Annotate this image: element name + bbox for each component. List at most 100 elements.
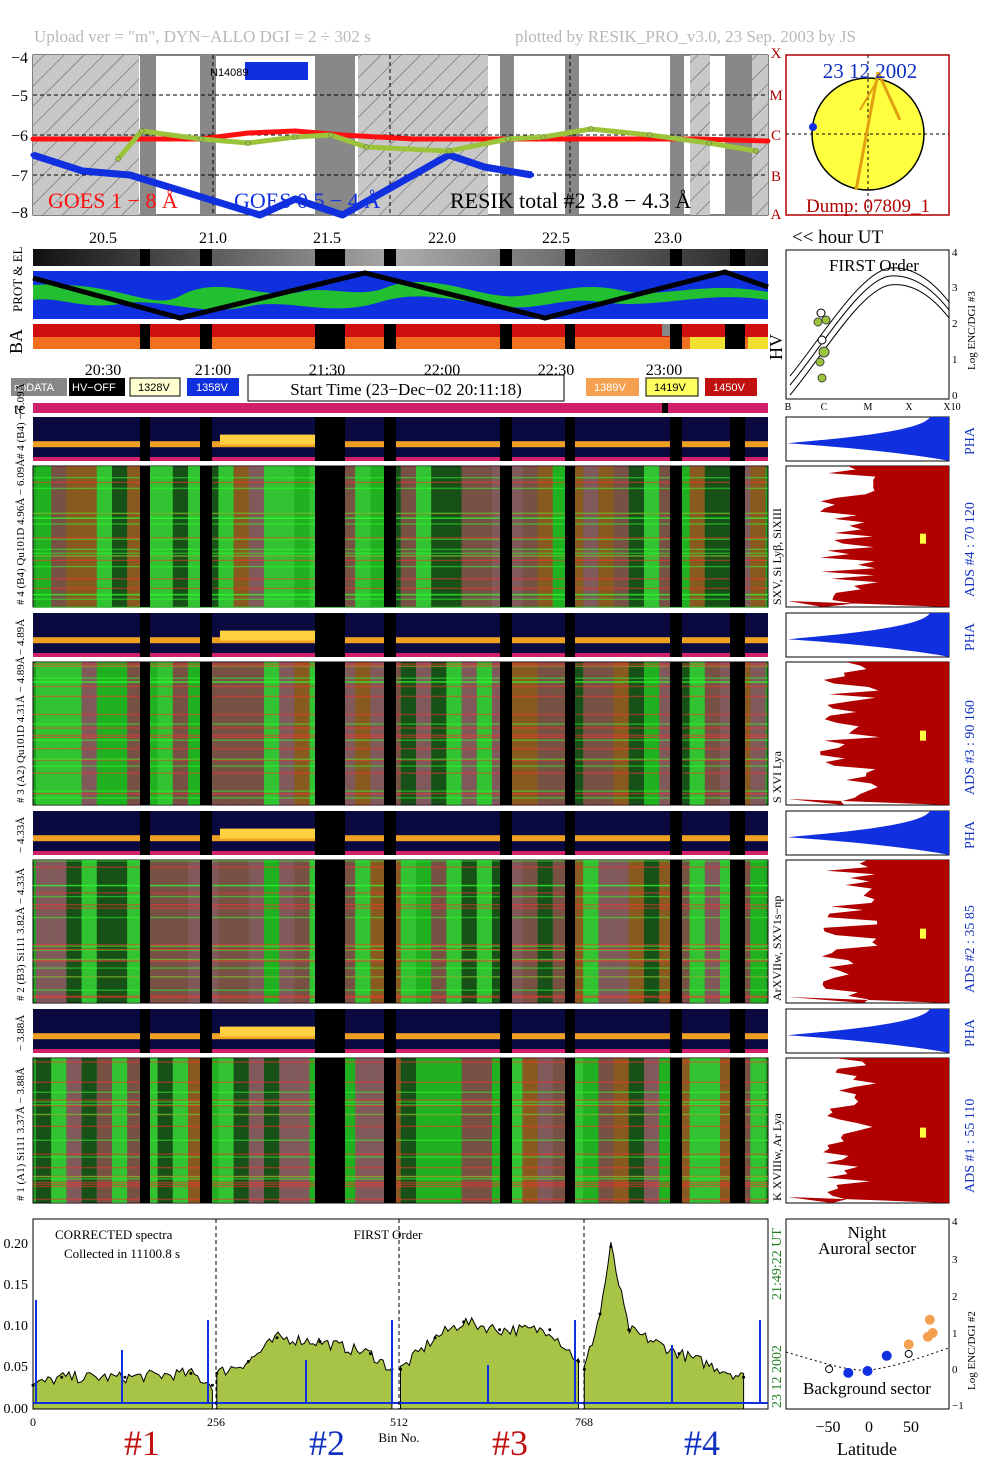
ads-column — [112, 662, 128, 805]
ads-hist-shape — [788, 662, 949, 805]
spectrum-channel-4 — [583, 1242, 745, 1410]
legend-goes-long: GOES 1 − 8 Å — [48, 188, 178, 213]
lc-point — [481, 164, 487, 170]
pha-hist-shape — [788, 1009, 949, 1053]
ads-line — [33, 996, 768, 998]
class-b: B — [771, 169, 781, 185]
ads-column — [400, 1058, 416, 1203]
pha-gap — [384, 613, 396, 657]
ads-column — [66, 466, 82, 607]
lc-point — [458, 136, 464, 142]
au-ytick-1: 1 — [952, 1328, 958, 1340]
ads-column — [416, 466, 432, 607]
au-xtick-m50: −50 — [815, 1419, 840, 1436]
aurora-title-1: Night — [848, 1223, 887, 1242]
shadow-gap — [565, 249, 575, 266]
ads-hist-marker — [920, 533, 926, 544]
sp-ytick-10: 0.10 — [4, 1319, 29, 1334]
ads-side-label: # 1 (A1) Si111 3.37Å − 3.88Å — [15, 1067, 27, 1201]
au-ylabel: Log ENC/DGI #2 — [966, 1311, 978, 1390]
ads-column — [248, 860, 264, 1003]
pha-gap — [730, 1009, 745, 1053]
ads-line — [33, 1101, 768, 1103]
pha-label: PHA — [963, 1018, 978, 1047]
aurora-panel: Night Auroral sector Background sector −… — [785, 1216, 978, 1459]
pha-hist-1 — [785, 416, 950, 462]
ads-gap — [200, 662, 212, 805]
ads-column — [96, 860, 112, 1003]
ads-line — [33, 958, 768, 961]
ads-column — [598, 466, 614, 607]
ads-column — [218, 1058, 234, 1203]
ads-line — [33, 578, 768, 580]
ads-column — [628, 662, 644, 805]
spectrum-point — [31, 1383, 35, 1387]
aurora-point-blue — [862, 1366, 873, 1376]
ads-line — [33, 523, 768, 525]
ads-column — [522, 860, 538, 1003]
emission-lines-label: K XVIIIw, Ar Lya — [770, 1112, 784, 1201]
ads-column — [476, 1058, 492, 1203]
ads-line — [33, 892, 768, 894]
ads-column — [750, 860, 766, 1003]
ads-line — [33, 885, 768, 887]
lc-point — [245, 140, 251, 146]
ads-column — [370, 466, 386, 607]
lc-point — [115, 156, 121, 162]
ads-side-label: # 2 (B3) Si111 3.82Å − 4.33Å — [15, 868, 27, 1001]
ads-column — [750, 1058, 766, 1203]
spectrum-point — [189, 1371, 193, 1375]
ads-line — [33, 790, 768, 792]
ads-column — [476, 466, 492, 607]
class-x: X — [771, 46, 782, 62]
aurora-point-orange — [903, 1339, 914, 1350]
pha-gap — [315, 613, 345, 657]
aurora-point-orange — [927, 1328, 938, 1338]
ads-gap — [200, 1058, 212, 1203]
lc-point — [529, 172, 535, 178]
ads-column — [355, 662, 371, 805]
ads-column — [172, 1058, 188, 1203]
ads-gap — [315, 466, 345, 607]
ads-column — [248, 1058, 264, 1203]
channel-3: #3 — [492, 1423, 528, 1463]
pha-strip-3 — [33, 811, 768, 855]
sp-xlabel: Bin No. — [378, 1430, 419, 1445]
shadow-strip — [33, 249, 768, 266]
ads-column — [188, 662, 204, 805]
first-order-title: FIRST Order — [829, 256, 919, 275]
spectrum-order: FIRST Order — [354, 1227, 423, 1242]
ads-column — [51, 860, 67, 1003]
pha-gap — [200, 811, 212, 855]
ads-column — [51, 662, 67, 805]
ads-column — [583, 860, 599, 1003]
ads-line — [33, 860, 768, 862]
ads-column — [552, 860, 568, 1003]
ads-column — [628, 466, 644, 607]
spectrum-channel-3 — [400, 1316, 579, 1410]
ads-column — [644, 662, 660, 805]
sp-ytick-20: 0.20 — [4, 1237, 29, 1252]
spectrum-point — [598, 1312, 602, 1316]
ads-column — [613, 662, 629, 805]
nl-label: N14089 — [210, 67, 249, 79]
ads-line — [33, 1104, 768, 1106]
spectrum-point — [60, 1375, 64, 1379]
pha-strip-4 — [33, 1009, 768, 1053]
aurora-title-2: Auroral sector — [818, 1239, 916, 1258]
spectrum-point — [548, 1328, 552, 1332]
ads-column — [218, 860, 234, 1003]
ads-line — [33, 606, 768, 608]
fo-ylabel: Log ENC/DGI #3 — [966, 291, 978, 370]
spectrum-channel-2 — [216, 1331, 393, 1410]
ads-line — [33, 1105, 768, 1107]
ads-column — [66, 860, 82, 1003]
class-c: C — [771, 128, 781, 144]
ads-column — [233, 662, 249, 805]
ads-column — [598, 1058, 614, 1203]
pha-gap — [500, 417, 512, 461]
sp-ytick-15: 0.15 — [4, 1278, 29, 1293]
ads-column — [750, 662, 766, 805]
pha-gap — [565, 811, 575, 855]
ads-gap — [500, 1058, 512, 1203]
